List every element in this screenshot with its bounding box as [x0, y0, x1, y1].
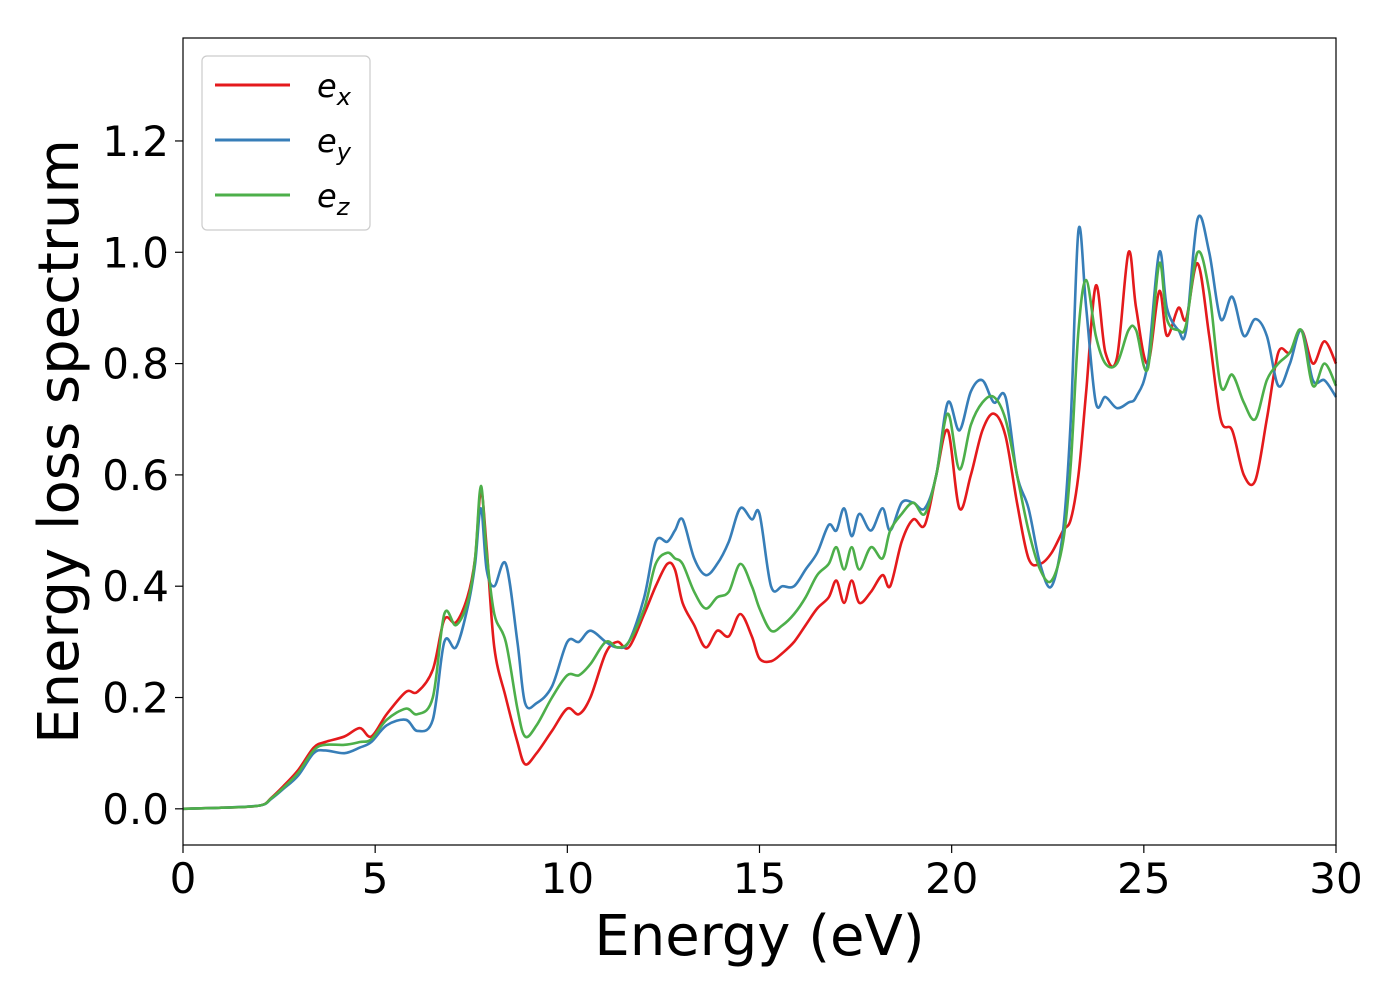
legend-label: ez [317, 177, 351, 221]
x-tick-label: 25 [1117, 854, 1170, 903]
legend: ex ey ez [201, 55, 371, 231]
series-line-y [182, 214, 1338, 811]
y-tick-label: 0.6 [102, 451, 169, 500]
plot-lines [182, 214, 1338, 811]
x-tick-label: 20 [925, 854, 978, 903]
legend-item-y: ey [215, 122, 352, 166]
y-axis-label: Energy loss spectrum [27, 139, 92, 744]
y-tick-label: 0.0 [102, 785, 169, 834]
x-tick-label: 10 [541, 854, 594, 903]
legend-item-x: ex [215, 67, 352, 111]
y-tick-label: 1.0 [102, 228, 169, 277]
legend-label: ey [317, 122, 352, 166]
y-axis-ticks: 0.0 0.2 0.4 0.6 0.8 1.0 1.2 [102, 117, 183, 834]
x-axis-label: Energy (eV) [594, 904, 924, 969]
y-tick-label: 0.4 [102, 562, 169, 611]
series-line-z [182, 250, 1338, 811]
x-tick-label: 0 [170, 854, 197, 903]
y-tick-label: 1.2 [102, 117, 169, 166]
y-tick-label: 0.8 [102, 340, 169, 389]
x-axis-ticks: 0 5 10 15 20 25 30 [170, 845, 1363, 903]
legend-label: ex [317, 67, 352, 111]
legend-item-z: ez [215, 177, 351, 221]
x-tick-label: 5 [362, 854, 389, 903]
x-tick-label: 30 [1309, 854, 1362, 903]
y-tick-label: 0.2 [102, 674, 169, 723]
series-line-x [182, 250, 1338, 811]
x-tick-label: 15 [733, 854, 786, 903]
legend-box [201, 55, 371, 231]
